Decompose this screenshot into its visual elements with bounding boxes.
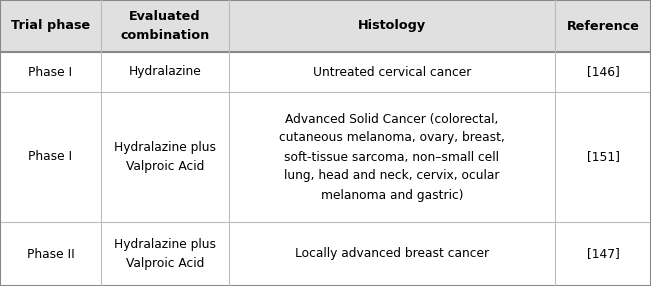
Bar xyxy=(0,222,651,286)
Text: Trial phase: Trial phase xyxy=(11,19,90,33)
Text: Hydralazine: Hydralazine xyxy=(129,65,201,78)
Text: Hydralazine plus
Valproic Acid: Hydralazine plus Valproic Acid xyxy=(114,141,216,173)
Bar xyxy=(0,52,651,92)
Text: Phase I: Phase I xyxy=(29,65,72,78)
Text: Evaluated
combination: Evaluated combination xyxy=(120,10,210,42)
Text: Advanced Solid Cancer (colorectal,
cutaneous melanoma, ovary, breast,
soft-tissu: Advanced Solid Cancer (colorectal, cutan… xyxy=(279,112,505,202)
Text: [147]: [147] xyxy=(587,247,620,261)
Text: Hydralazine plus
Valproic Acid: Hydralazine plus Valproic Acid xyxy=(114,238,216,270)
Text: Untreated cervical cancer: Untreated cervical cancer xyxy=(313,65,471,78)
Text: [146]: [146] xyxy=(587,65,620,78)
Text: Phase II: Phase II xyxy=(27,247,74,261)
Bar xyxy=(0,0,651,52)
Text: Histology: Histology xyxy=(358,19,426,33)
Text: Reference: Reference xyxy=(566,19,639,33)
Bar xyxy=(0,92,651,222)
Text: Locally advanced breast cancer: Locally advanced breast cancer xyxy=(295,247,489,261)
Text: [151]: [151] xyxy=(587,150,620,164)
Text: Phase I: Phase I xyxy=(29,150,72,164)
